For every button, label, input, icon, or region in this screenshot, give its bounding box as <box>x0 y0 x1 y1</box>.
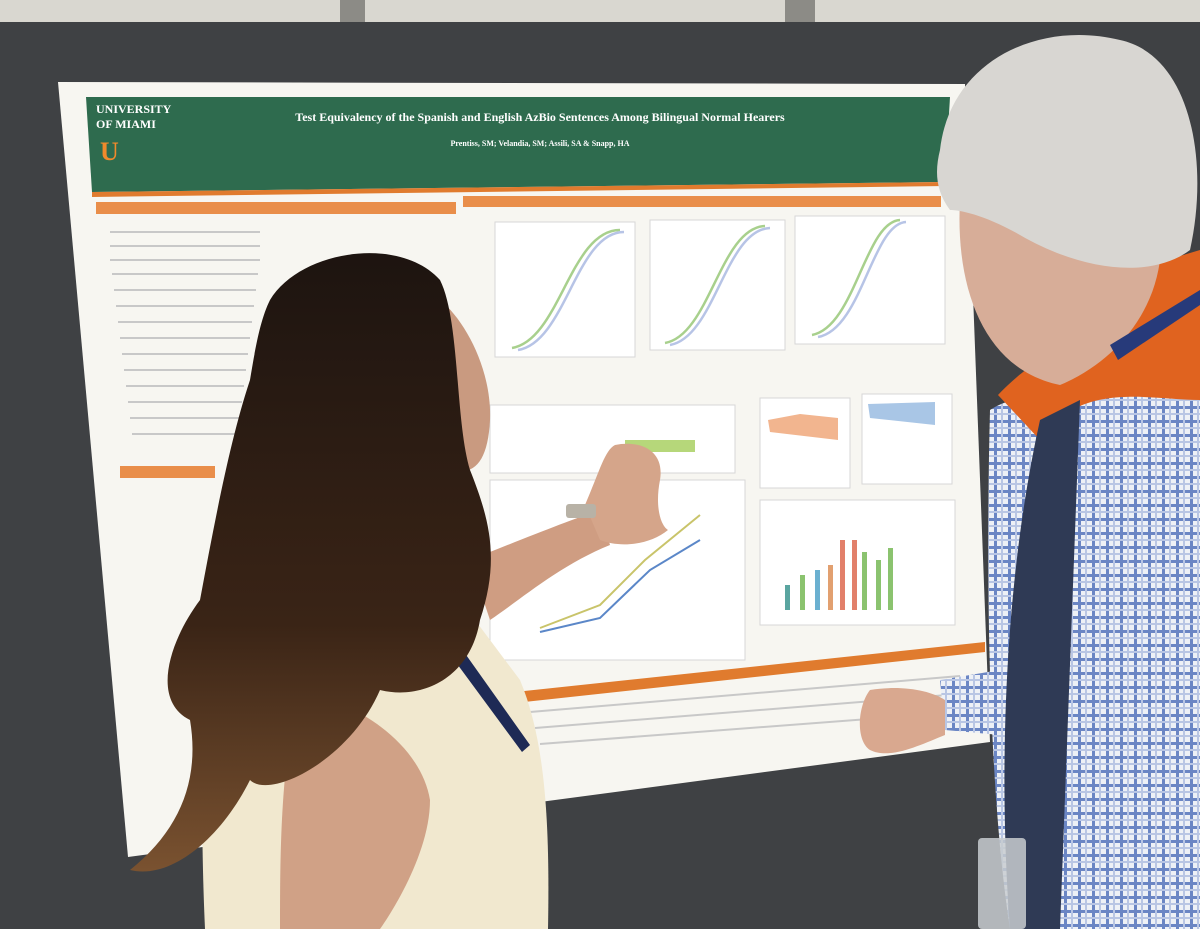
man-sleeve <box>940 670 1000 735</box>
header-stripe <box>92 182 946 197</box>
chart-panels <box>489 215 956 661</box>
poster-title: Test Equivalency of the Spanish and Engl… <box>295 110 785 124</box>
man-hair <box>937 34 1198 268</box>
badge <box>978 838 1026 929</box>
section-bar <box>96 202 456 214</box>
ceiling <box>0 0 1200 26</box>
logo-u: U <box>100 137 119 166</box>
column <box>340 0 365 26</box>
watch <box>566 504 596 518</box>
section-bar <box>120 466 215 478</box>
logo-text: OF MIAMI <box>96 117 156 131</box>
woman-arm <box>470 510 610 620</box>
woman-hand <box>585 443 668 545</box>
section-bar <box>515 642 985 703</box>
area-chart <box>768 414 838 440</box>
area-chart <box>868 402 935 425</box>
logo-text: UNIVERSITY <box>96 102 172 116</box>
section-bar <box>463 196 941 207</box>
man-vest-side <box>1004 400 1080 929</box>
bar-chart <box>785 540 893 610</box>
line-chart <box>539 514 701 633</box>
column <box>785 0 815 26</box>
poster-header <box>86 97 950 192</box>
woman-hair <box>130 253 491 872</box>
man-lanyard <box>1110 290 1200 360</box>
man-hand <box>859 688 945 754</box>
poster-authors: Prentiss, SM; Velandia, SM; Assili, SA &… <box>450 139 629 148</box>
sigmoid-curves <box>511 218 907 352</box>
body-text <box>110 231 961 745</box>
